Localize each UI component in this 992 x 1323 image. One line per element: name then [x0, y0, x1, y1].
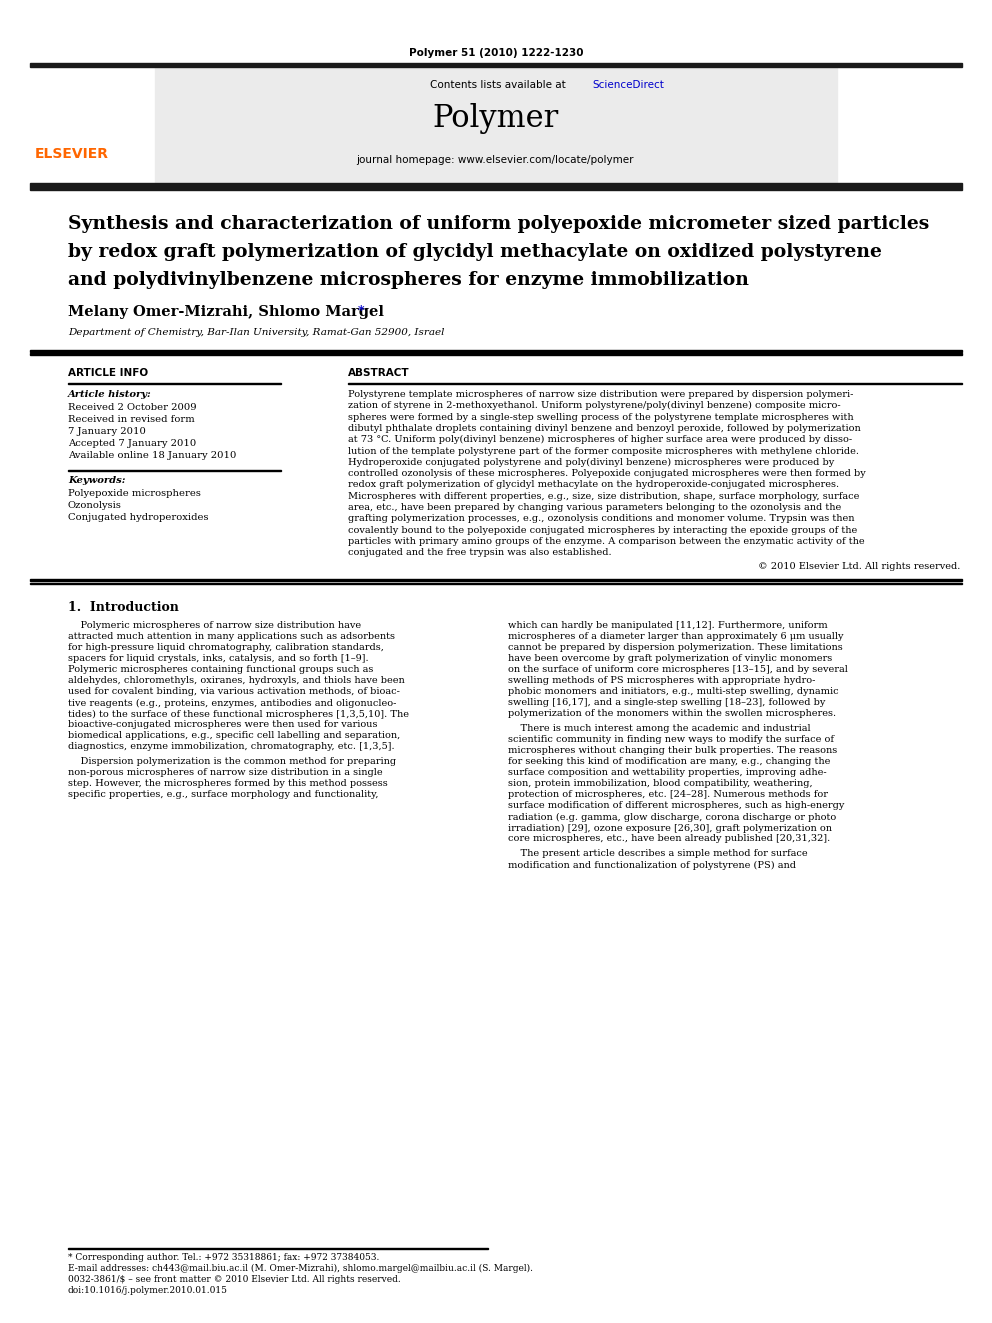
Text: phobic monomers and initiators, e.g., multi-step swelling, dynamic: phobic monomers and initiators, e.g., mu… [508, 688, 838, 696]
Text: attracted much attention in many applications such as adsorbents: attracted much attention in many applica… [68, 632, 395, 642]
Text: ABSTRACT: ABSTRACT [348, 368, 410, 378]
Text: radiation (e.g. gamma, glow discharge, corona discharge or photo: radiation (e.g. gamma, glow discharge, c… [508, 812, 836, 822]
Text: ELSEVIER: ELSEVIER [35, 147, 109, 161]
Text: Dispersion polymerization is the common method for preparing: Dispersion polymerization is the common … [68, 758, 396, 766]
Text: Department of Chemistry, Bar-Ilan University, Ramat-Gan 52900, Israel: Department of Chemistry, Bar-Ilan Univer… [68, 328, 444, 337]
Text: Keywords:: Keywords: [68, 476, 126, 486]
Text: for high-pressure liquid chromatography, calibration standards,: for high-pressure liquid chromatography,… [68, 643, 384, 652]
Text: redox graft polymerization of glycidyl methacylate on the hydroperoxide-conjugat: redox graft polymerization of glycidyl m… [348, 480, 839, 490]
Text: particles with primary amino groups of the enzyme. A comparison between the enzy: particles with primary amino groups of t… [348, 537, 865, 546]
Text: Available online 18 January 2010: Available online 18 January 2010 [68, 451, 236, 460]
Text: used for covalent binding, via various activation methods, of bioac-: used for covalent binding, via various a… [68, 688, 400, 696]
Text: cannot be prepared by dispersion polymerization. These limitations: cannot be prepared by dispersion polymer… [508, 643, 843, 652]
Text: spheres were formed by a single-step swelling process of the polystyrene templat: spheres were formed by a single-step swe… [348, 413, 854, 422]
Text: There is much interest among the academic and industrial: There is much interest among the academi… [508, 725, 810, 733]
Text: zation of styrene in 2-methoxyethanol. Uniform polystyrene/poly(divinyl benzene): zation of styrene in 2-methoxyethanol. U… [348, 401, 840, 410]
Text: at 73 °C. Uniform poly(divinyl benzene) microspheres of higher surface area were: at 73 °C. Uniform poly(divinyl benzene) … [348, 435, 852, 445]
Text: E-mail addresses: ch443@mail.biu.ac.il (M. Omer-Mizrahi), shlomo.margel@mailbiu.: E-mail addresses: ch443@mail.biu.ac.il (… [68, 1263, 533, 1273]
Text: specific properties, e.g., surface morphology and functionality,: specific properties, e.g., surface morph… [68, 791, 379, 799]
Text: area, etc., have been prepared by changing various parameters belonging to the o: area, etc., have been prepared by changi… [348, 503, 841, 512]
Text: 1.  Introduction: 1. Introduction [68, 602, 179, 614]
Text: on the surface of uniform core microspheres [13–15], and by several: on the surface of uniform core microsphe… [508, 665, 848, 675]
Text: for seeking this kind of modification are many, e.g., changing the: for seeking this kind of modification ar… [508, 758, 830, 766]
Text: grafting polymerization processes, e.g., ozonolysis conditions and monomer volum: grafting polymerization processes, e.g.,… [348, 515, 854, 524]
Text: have been overcome by graft polymerization of vinylic monomers: have been overcome by graft polymerizati… [508, 655, 832, 664]
Text: Polymer: Polymer [432, 103, 558, 134]
Text: journal homepage: www.elsevier.com/locate/polymer: journal homepage: www.elsevier.com/locat… [356, 155, 634, 165]
Text: ARTICLE INFO: ARTICLE INFO [68, 368, 148, 378]
Text: dibutyl phthalate droplets containing divinyl benzene and benzoyl peroxide, foll: dibutyl phthalate droplets containing di… [348, 423, 861, 433]
Bar [30, 583, 962, 585]
Text: Polymeric microspheres containing functional groups such as: Polymeric microspheres containing functi… [68, 665, 373, 675]
Text: Accepted 7 January 2010: Accepted 7 January 2010 [68, 439, 196, 448]
Text: bioactive-conjugated microspheres were then used for various: bioactive-conjugated microspheres were t… [68, 721, 378, 729]
Text: Polymer 51 (2010) 1222-1230: Polymer 51 (2010) 1222-1230 [409, 48, 583, 58]
Text: Melany Omer-Mizrahi, Shlomo Margel: Melany Omer-Mizrahi, Shlomo Margel [68, 306, 384, 319]
Text: by redox graft polymerization of glycidyl methacylate on oxidized polystyrene: by redox graft polymerization of glycidy… [68, 243, 882, 261]
Text: doi:10.1016/j.polymer.2010.01.015: doi:10.1016/j.polymer.2010.01.015 [68, 1286, 228, 1295]
Text: 7 January 2010: 7 January 2010 [68, 427, 146, 437]
Text: diagnostics, enzyme immobilization, chromatography, etc. [1,3,5].: diagnostics, enzyme immobilization, chro… [68, 742, 395, 751]
Text: Polyepoxide microspheres: Polyepoxide microspheres [68, 490, 200, 497]
Bar [155, 67, 837, 185]
Text: The present article describes a simple method for surface: The present article describes a simple m… [508, 849, 807, 859]
Bar [30, 351, 962, 352]
Text: Conjugated hydroperoxides: Conjugated hydroperoxides [68, 513, 208, 523]
Text: lution of the template polystyrene part of the former composite microspheres wit: lution of the template polystyrene part … [348, 446, 859, 455]
Text: which can hardly be manipulated [11,12]. Furthermore, uniform: which can hardly be manipulated [11,12].… [508, 622, 827, 631]
Text: Contents lists available at: Contents lists available at [430, 79, 569, 90]
Text: biomedical applications, e.g., specific cell labelling and separation,: biomedical applications, e.g., specific … [68, 732, 400, 741]
Text: controlled ozonolysis of these microspheres. Polyepoxide conjugated microspheres: controlled ozonolysis of these microsphe… [348, 470, 866, 478]
Text: step. However, the microspheres formed by this method possess: step. However, the microspheres formed b… [68, 779, 388, 789]
Text: protection of microspheres, etc. [24–28]. Numerous methods for: protection of microspheres, etc. [24–28]… [508, 791, 828, 799]
Text: sion, protein immobilization, blood compatibility, weathering,: sion, protein immobilization, blood comp… [508, 779, 812, 789]
Text: Polystyrene template microspheres of narrow size distribution were prepared by d: Polystyrene template microspheres of nar… [348, 390, 853, 400]
Text: Received 2 October 2009: Received 2 October 2009 [68, 404, 196, 411]
Text: ScienceDirect: ScienceDirect [592, 79, 664, 90]
Text: Article history:: Article history: [68, 390, 152, 400]
Text: surface composition and wettability properties, improving adhe-: surface composition and wettability prop… [508, 769, 826, 778]
Text: Polymeric microspheres of narrow size distribution have: Polymeric microspheres of narrow size di… [68, 622, 361, 631]
Text: scientific community in finding new ways to modify the surface of: scientific community in finding new ways… [508, 736, 834, 745]
Text: non-porous microspheres of narrow size distribution in a single: non-porous microspheres of narrow size d… [68, 769, 383, 778]
Text: core microspheres, etc., have been already published [20,31,32].: core microspheres, etc., have been alrea… [508, 835, 830, 844]
Text: Received in revised form: Received in revised form [68, 415, 194, 423]
Text: surface modification of different microspheres, such as high-energy: surface modification of different micros… [508, 802, 844, 811]
Text: irradiation) [29], ozone exposure [26,30], graft polymerization on: irradiation) [29], ozone exposure [26,30… [508, 823, 832, 832]
Text: microspheres of a diameter larger than approximately 6 μm usually: microspheres of a diameter larger than a… [508, 632, 843, 642]
Text: spacers for liquid crystals, inks, catalysis, and so forth [1–9].: spacers for liquid crystals, inks, catal… [68, 655, 369, 664]
Text: * Corresponding author. Tel.: +972 35318861; fax: +972 37384053.: * Corresponding author. Tel.: +972 35318… [68, 1253, 379, 1262]
Text: © 2010 Elsevier Ltd. All rights reserved.: © 2010 Elsevier Ltd. All rights reserved… [758, 562, 960, 572]
Bar [30, 183, 962, 191]
Bar [30, 579, 962, 581]
Text: covalently bound to the polyepoxide conjugated microspheres by interacting the e: covalently bound to the polyepoxide conj… [348, 525, 857, 534]
Text: Hydroperoxide conjugated polystyrene and poly(divinyl benzene) microspheres were: Hydroperoxide conjugated polystyrene and… [348, 458, 834, 467]
Text: modification and functionalization of polystyrene (PS) and: modification and functionalization of po… [508, 860, 796, 869]
Text: swelling [16,17], and a single-step swelling [18–23], followed by: swelling [16,17], and a single-step swel… [508, 699, 825, 708]
Text: tides) to the surface of these functional microspheres [1,3,5,10]. The: tides) to the surface of these functiona… [68, 709, 409, 718]
Text: Synthesis and characterization of uniform polyepoxide micrometer sized particles: Synthesis and characterization of unifor… [68, 216, 930, 233]
Text: Ozonolysis: Ozonolysis [68, 501, 122, 509]
Text: polymerization of the monomers within the swollen microspheres.: polymerization of the monomers within th… [508, 709, 836, 718]
Text: and polydivinylbenzene microspheres for enzyme immobilization: and polydivinylbenzene microspheres for … [68, 271, 749, 288]
Text: *: * [358, 306, 364, 318]
Bar [30, 353, 962, 355]
Text: swelling methods of PS microspheres with appropriate hydro-: swelling methods of PS microspheres with… [508, 676, 815, 685]
Text: 0032-3861/$ – see front matter © 2010 Elsevier Ltd. All rights reserved.: 0032-3861/$ – see front matter © 2010 El… [68, 1275, 401, 1285]
Text: tive reagents (e.g., proteins, enzymes, antibodies and oligonucleo-: tive reagents (e.g., proteins, enzymes, … [68, 699, 397, 708]
Text: aldehydes, chloromethyls, oxiranes, hydroxyls, and thiols have been: aldehydes, chloromethyls, oxiranes, hydr… [68, 676, 405, 685]
Text: Microspheres with different properties, e.g., size, size distribution, shape, su: Microspheres with different properties, … [348, 492, 859, 500]
Bar [30, 64, 962, 67]
Text: conjugated and the free trypsin was also established.: conjugated and the free trypsin was also… [348, 548, 612, 557]
Text: microspheres without changing their bulk properties. The reasons: microspheres without changing their bulk… [508, 746, 837, 755]
